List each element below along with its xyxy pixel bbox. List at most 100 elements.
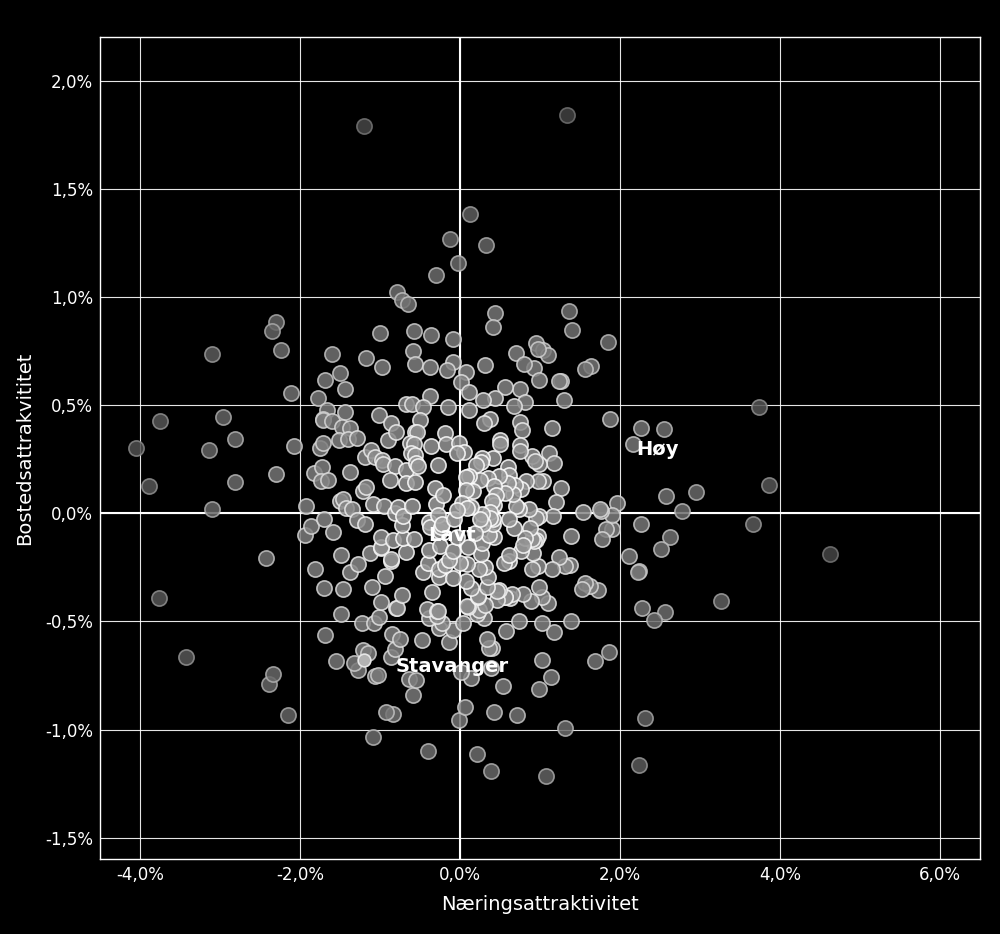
Point — [429, 604, 445, 619]
Point — [534, 589, 550, 604]
Point — [473, 546, 489, 561]
Point — [407, 474, 423, 489]
Point — [476, 416, 492, 431]
Point — [480, 569, 496, 584]
Point — [335, 582, 351, 597]
Point — [451, 435, 467, 450]
Point — [394, 587, 410, 602]
Point — [534, 616, 550, 630]
Point — [512, 438, 528, 453]
Point — [463, 580, 479, 595]
Point — [449, 530, 465, 545]
Point — [449, 446, 465, 460]
Point — [497, 589, 513, 604]
Point — [383, 551, 399, 566]
Point — [384, 627, 400, 642]
Point — [315, 412, 331, 427]
Point — [761, 478, 777, 493]
Point — [593, 503, 609, 518]
Point — [398, 545, 414, 559]
Point — [445, 571, 461, 586]
Point — [556, 392, 572, 407]
Point — [373, 539, 389, 554]
Point — [312, 441, 328, 456]
Point — [404, 397, 420, 412]
Point — [358, 479, 374, 494]
Point — [178, 649, 194, 664]
Point — [409, 424, 425, 439]
Point — [357, 517, 373, 532]
Point — [441, 634, 457, 649]
Point — [357, 449, 373, 464]
Point — [508, 499, 524, 514]
Point — [474, 506, 490, 521]
Point — [371, 408, 387, 423]
Point — [541, 446, 557, 460]
Point — [378, 704, 394, 719]
Point — [389, 285, 405, 300]
Point — [582, 578, 598, 593]
Point — [518, 474, 534, 488]
Point — [553, 374, 569, 389]
Point — [713, 594, 729, 609]
Point — [342, 564, 358, 579]
Point — [442, 232, 458, 247]
Point — [258, 550, 274, 565]
Point — [455, 616, 471, 630]
Text: Høy: Høy — [636, 440, 678, 459]
Text: Stavanger: Stavanger — [396, 658, 509, 676]
Point — [481, 528, 497, 543]
Point — [486, 479, 502, 494]
Point — [374, 360, 390, 375]
Point — [297, 527, 313, 542]
Point — [420, 743, 436, 758]
Point — [445, 544, 461, 559]
Point — [398, 475, 414, 490]
Point — [513, 544, 529, 559]
Point — [548, 494, 564, 509]
Point — [389, 601, 405, 616]
Point — [421, 543, 437, 558]
Point — [385, 532, 401, 547]
Point — [515, 587, 531, 601]
Point — [458, 573, 474, 588]
Point — [349, 431, 365, 446]
Point — [332, 365, 348, 380]
Point — [350, 662, 366, 677]
Point — [530, 559, 546, 573]
Point — [332, 493, 348, 508]
Point — [445, 355, 461, 370]
Point — [534, 652, 550, 667]
Point — [604, 507, 620, 522]
Point — [477, 358, 493, 373]
Point — [492, 436, 508, 451]
Point — [653, 542, 669, 557]
Point — [482, 511, 498, 526]
Point — [328, 654, 344, 669]
Point — [402, 436, 418, 451]
Point — [337, 404, 353, 419]
Point — [421, 611, 437, 626]
Point — [264, 323, 280, 338]
Point — [524, 448, 540, 463]
Point — [383, 650, 399, 665]
Point — [431, 561, 447, 576]
Point — [395, 531, 411, 546]
Point — [387, 642, 403, 657]
Point — [360, 645, 376, 660]
Point — [316, 581, 332, 596]
Point — [559, 107, 575, 122]
Point — [365, 729, 381, 744]
Point — [535, 342, 551, 357]
Point — [452, 556, 468, 571]
Point — [398, 396, 414, 411]
Point — [630, 564, 646, 579]
Point — [408, 455, 424, 470]
X-axis label: Næringsattraktivitet: Næringsattraktivitet — [441, 896, 639, 914]
Point — [315, 413, 331, 428]
Point — [324, 413, 340, 428]
Point — [458, 470, 474, 485]
Point — [434, 517, 450, 531]
Point — [415, 564, 431, 579]
Point — [551, 549, 567, 564]
